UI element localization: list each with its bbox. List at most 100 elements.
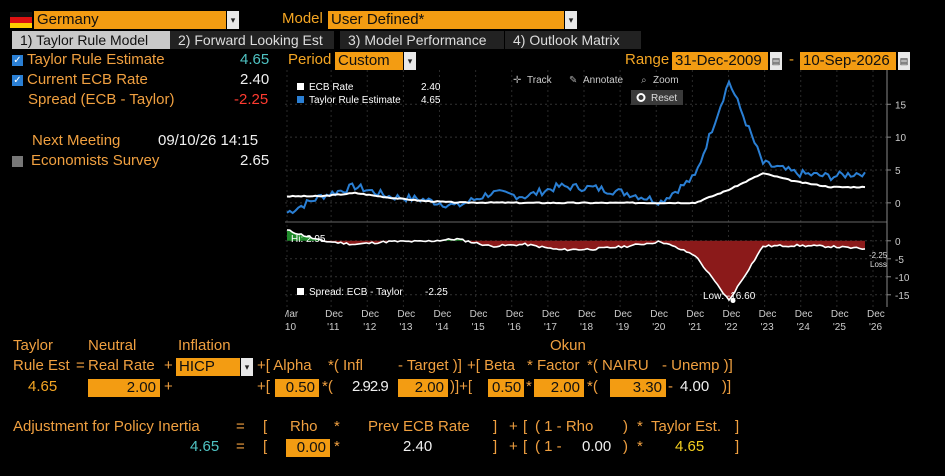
model-dropdown-icon[interactable]: ▾ <box>565 11 577 29</box>
legend-spread-swatch <box>297 288 304 295</box>
x-tick-year: '26 <box>869 322 882 333</box>
checkbox-unchecked-icon[interactable]: ■ <box>12 155 23 167</box>
legend-ecb-value: 2.40 <box>421 82 441 93</box>
x-axis-ticks: Mar '10 Dec '11 Dec '12 Dec '13 Dec '14 Dec '15 Dec '… <box>285 309 885 333</box>
x-tick-year: '16 <box>508 322 521 333</box>
track-tool[interactable]: ✛ Track <box>513 75 553 86</box>
hicp-field[interactable]: HICP <box>176 358 240 376</box>
x-tick-month: Dec <box>831 309 849 320</box>
period-dropdown-icon[interactable]: ▾ <box>404 52 416 70</box>
checkbox-checked-icon[interactable]: ✓ <box>12 54 23 66</box>
chart-ticks: 15 10 5 0 0 -5 -10 -15 <box>887 100 910 302</box>
y-tick-label: -10 <box>895 273 910 284</box>
neutral-rate-input[interactable]: 2.00 <box>88 379 160 397</box>
rho-input[interactable]: 0.00 <box>286 439 330 457</box>
calendar-start-icon[interactable]: ▤ <box>770 52 782 70</box>
y-tick-label: 15 <box>895 100 907 111</box>
tab-taylor-rule-model[interactable]: 1) Taylor Rule Model <box>12 31 176 49</box>
y-tick-label: -5 <box>895 255 904 266</box>
inertia-bracket1b: [ <box>263 438 268 455</box>
pencil-icon: ✎ <box>569 75 577 86</box>
chart-svg[interactable]: 15 10 5 0 0 -5 -10 -15 Mar '10 Dec '11 Dec '12 Dec '13… <box>285 70 935 340</box>
taylor-estimate-value: 4.65 <box>240 51 270 68</box>
x-tick-month: Dec <box>506 309 524 320</box>
range-end-field[interactable]: 10-Sep-2026 <box>800 52 896 70</box>
ecb-rate-label: Current ECB Rate <box>27 71 148 88</box>
svg-text:Reset: Reset <box>651 93 677 104</box>
range-start-field[interactable]: 31-Dec-2009 <box>672 52 768 70</box>
rule-est-label: Rule Est <box>13 357 70 374</box>
x-tick-month: Dec <box>542 309 560 320</box>
taylor-est-value: 4.65 <box>675 438 705 455</box>
taylor-estimate-label: Taylor Rule Estimate <box>27 51 165 68</box>
x-tick-year: '22 <box>725 322 738 333</box>
tab-model-performance[interactable]: 3) Model Performance <box>340 31 504 49</box>
spread-area <box>286 229 866 304</box>
country-field[interactable]: Germany <box>34 11 226 29</box>
x-tick-year: '15 <box>472 322 485 333</box>
alpha-term: +[ Alpha <box>257 357 312 374</box>
model-field[interactable]: User Defined* <box>328 11 564 29</box>
beta-input[interactable]: 0.50 <box>488 379 524 397</box>
period-field[interactable]: Custom <box>335 52 403 70</box>
inertia-star: * <box>334 418 340 435</box>
header-neutral: Neutral <box>88 337 137 354</box>
taylor-result-value: 4.65 <box>28 378 58 395</box>
calendar-end-icon[interactable]: ▤ <box>898 52 910 70</box>
legend-taylor-value: 4.65 <box>421 95 441 106</box>
legend-ecb-swatch <box>297 83 304 90</box>
x-tick-year: '21 <box>688 322 701 333</box>
target-term: - Target )] <box>398 357 462 374</box>
hicp-dropdown-icon[interactable]: ▾ <box>241 358 253 376</box>
factor-input[interactable]: 2.00 <box>534 379 584 397</box>
legend-spread-value: -2.25 <box>425 287 448 298</box>
x-tick-year: '17 <box>544 322 557 333</box>
y-tick-label: 5 <box>895 166 901 177</box>
inertia-bracket4b: ] <box>735 438 740 455</box>
formula-val-mul2: * <box>526 378 532 395</box>
inflation-value: 2.92.9 <box>352 378 389 395</box>
inertia-eq2: = <box>236 438 245 455</box>
taylor-estimate-row[interactable]: ✓ Taylor Rule Estimate <box>12 51 165 68</box>
economists-survey-row[interactable]: ■ Economists Survey <box>12 152 159 169</box>
x-tick-month: Dec <box>723 309 741 320</box>
annotate-tool[interactable]: ✎ Annotate <box>569 75 623 86</box>
magnifier-icon: ⌕ <box>641 75 647 86</box>
x-tick-year: '11 <box>327 322 340 333</box>
model-label: Model <box>282 10 323 27</box>
inertia-bracket4: ] <box>735 418 740 435</box>
spread-negative-fill <box>287 240 865 301</box>
x-tick-month: Dec <box>434 309 452 320</box>
ecb-rate-row[interactable]: ✓ Current ECB Rate <box>12 71 148 88</box>
target-input[interactable]: 2.00 <box>398 379 448 397</box>
economists-survey-label: Economists Survey <box>31 152 160 169</box>
reset-icon <box>636 93 646 102</box>
spread-value: -2.25 <box>234 91 269 108</box>
x-tick-month: Dec <box>325 309 343 320</box>
checkbox-checked-icon[interactable]: ✓ <box>12 74 23 86</box>
x-tick-month: Dec <box>470 309 488 320</box>
header-okun: Okun <box>550 337 586 354</box>
x-tick-year: '25 <box>833 322 846 333</box>
formula-val-close2: )] <box>722 378 732 395</box>
zoom-tool[interactable]: ⌕ Zoom <box>641 75 679 86</box>
nairu-input[interactable]: 3.30 <box>610 379 666 397</box>
y-tick-label: -15 <box>895 291 910 302</box>
legend-taylor-swatch <box>297 96 304 103</box>
svg-text:Zoom: Zoom <box>653 75 679 86</box>
x-tick-year: '18 <box>580 322 593 333</box>
reset-button[interactable]: Reset <box>631 90 683 105</box>
tab-outlook-matrix[interactable]: 4) Outlook Matrix <box>505 31 641 49</box>
inertia-result-value: 4.65 <box>190 438 220 455</box>
alpha-input[interactable]: 0.50 <box>275 379 319 397</box>
last-spread-label: -2.25 <box>869 251 888 260</box>
real-rate-label: Real Rate <box>88 357 155 374</box>
country-dropdown-icon[interactable]: ▾ <box>227 11 239 29</box>
formula-val-mul3: *( <box>587 378 598 395</box>
x-tick-month: Dec <box>867 309 885 320</box>
tab-forward-looking-est[interactable]: 2) Forward Looking Est <box>170 31 334 49</box>
x-tick-year: '12 <box>363 322 376 333</box>
next-meeting-value: 09/10/26 14:15 <box>158 132 259 149</box>
inertia-close-b: ) <box>623 438 628 455</box>
rho2-value: 0.00 <box>582 438 612 455</box>
